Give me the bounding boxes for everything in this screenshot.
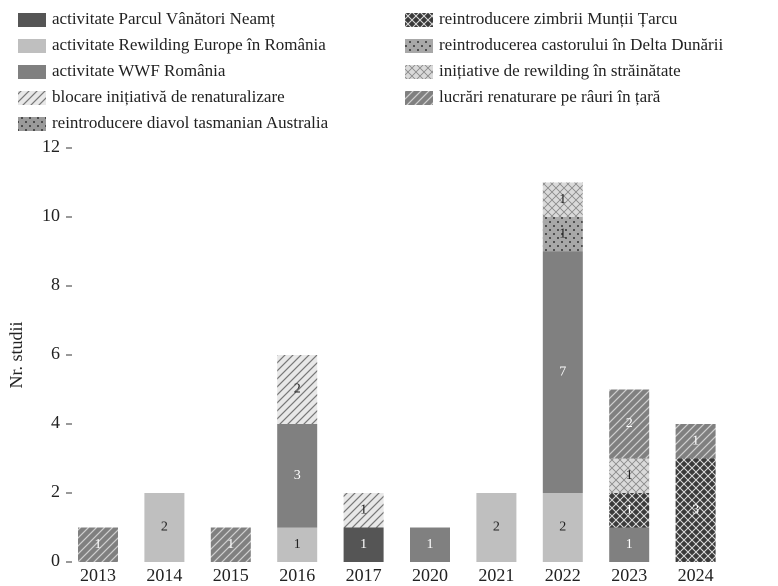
bar-segment — [410, 527, 450, 562]
bar-segment — [78, 527, 118, 562]
y-tick-label: 8 — [51, 274, 60, 294]
x-tick-label: 2016 — [279, 565, 315, 585]
bar-segment — [542, 493, 583, 562]
bar-segment — [609, 527, 650, 562]
bar-segment — [609, 493, 650, 528]
y-tick-label: 12 — [42, 136, 60, 156]
x-tick-label: 2017 — [346, 565, 382, 585]
x-tick-label: 2020 — [412, 565, 448, 585]
legend-label: reintroducere diavol tasmanian Australia — [52, 113, 329, 132]
bar-segment — [675, 424, 716, 459]
legend-swatch — [405, 39, 433, 53]
y-axis-label: Nr. studii — [6, 321, 26, 388]
value-label: 2 — [626, 416, 633, 431]
bar-segment — [277, 527, 318, 562]
legend-label: inițiative de rewilding în străinătate — [439, 61, 681, 80]
bar-segment — [542, 251, 583, 493]
y-tick-label: 2 — [51, 481, 60, 501]
bar-segment — [277, 355, 318, 424]
legend-label: activitate Parcul Vânători Neamț — [52, 9, 275, 28]
legend-swatch — [405, 65, 433, 79]
bar-segment — [609, 458, 650, 493]
value-label: 1 — [360, 502, 367, 517]
legend-label: blocare inițiativă de renaturalizare — [52, 87, 285, 106]
value-label: 7 — [559, 364, 566, 379]
value-label: 1 — [360, 537, 367, 552]
legend-swatch — [18, 117, 46, 131]
value-label: 3 — [294, 468, 301, 483]
legend-swatch — [18, 91, 46, 105]
value-label: 1 — [692, 433, 699, 448]
legend-swatch — [18, 65, 46, 79]
bar-segment — [542, 182, 583, 217]
legend-label: activitate WWF România — [52, 61, 226, 80]
x-tick-label: 2023 — [611, 565, 647, 585]
bar-segment — [343, 493, 384, 528]
bar-segment — [144, 493, 185, 562]
x-tick-label: 2021 — [478, 565, 514, 585]
bar-segment — [476, 493, 517, 562]
bar-segment — [542, 217, 583, 252]
value-label: 1 — [626, 502, 633, 517]
legend-swatch — [18, 39, 46, 53]
value-label: 1 — [95, 537, 102, 552]
value-label: 1 — [626, 468, 633, 483]
value-label: 2 — [559, 520, 566, 535]
value-label: 1 — [626, 537, 633, 552]
value-label: 3 — [692, 502, 699, 517]
x-tick-label: 2024 — [678, 565, 714, 585]
x-tick-label: 2013 — [80, 565, 116, 585]
legend-swatch — [18, 13, 46, 27]
value-label: 2 — [493, 520, 500, 535]
value-label: 1 — [294, 537, 301, 552]
bar-segment — [343, 527, 384, 562]
bar-segment — [277, 424, 318, 528]
x-tick-label: 2022 — [545, 565, 581, 585]
x-tick-label: 2015 — [213, 565, 249, 585]
bar-segment — [675, 458, 716, 562]
legend-swatch — [405, 91, 433, 105]
legend-label: activitate Rewilding Europe în România — [52, 35, 326, 54]
value-label: 2 — [294, 382, 301, 397]
y-tick-label: 10 — [42, 205, 60, 225]
value-label: 2 — [161, 520, 168, 535]
legend-swatch — [405, 13, 433, 27]
value-label: 1 — [427, 537, 434, 552]
bar-segment — [609, 389, 650, 459]
x-tick-label: 2014 — [146, 565, 182, 585]
y-tick-label: 0 — [51, 550, 60, 570]
bar-segment — [210, 527, 251, 562]
value-label: 1 — [227, 537, 234, 552]
value-label: 1 — [559, 192, 566, 207]
y-tick-label: 6 — [51, 343, 60, 363]
y-tick-label: 4 — [51, 412, 60, 432]
legend-label: lucrări renaturare pe râuri în țară — [439, 87, 661, 106]
legend-label: reintroducere zimbrii Munții Țarcu — [439, 9, 678, 28]
legend-label: reintroducerea castorului în Delta Dunăr… — [439, 35, 723, 54]
value-label: 1 — [559, 226, 566, 241]
